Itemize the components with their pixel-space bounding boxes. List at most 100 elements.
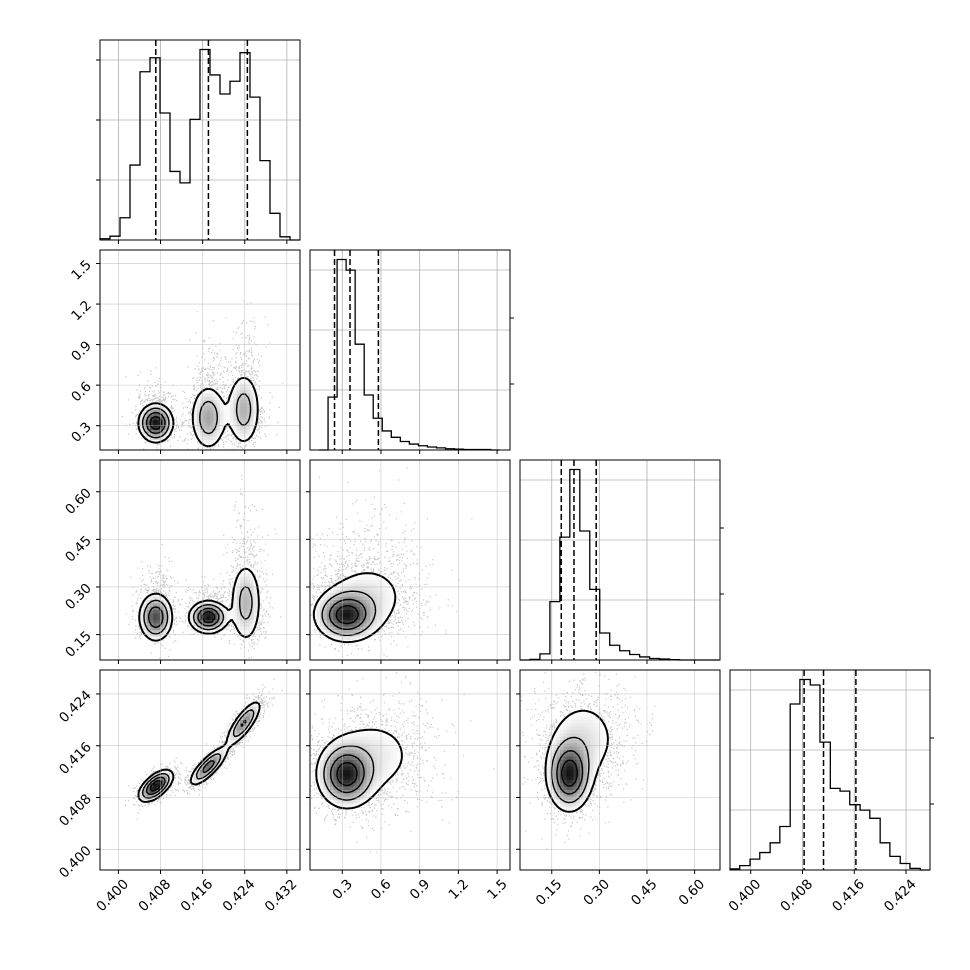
density-cell [156,436,161,441]
density-cell [370,766,374,771]
density-cell [556,730,561,734]
density-cell [593,730,598,734]
density-cell [246,390,251,394]
density-cell [596,753,601,758]
density-cell [576,740,581,744]
density-cell [366,626,371,631]
density-cell [243,396,248,401]
density-cell [553,743,558,748]
density-cell [336,626,341,631]
density-cell [200,766,204,771]
density-cell [393,756,398,761]
density-cell [363,630,368,634]
density-cell [200,423,204,428]
density-cell [233,593,238,598]
density-cell [343,636,348,641]
density-cell [380,586,384,591]
density-cell [203,766,208,771]
density-cell [340,746,344,751]
density-cell [346,796,351,801]
density-cell [346,733,351,738]
density-cell [210,393,214,398]
density-cell [373,773,378,778]
density-cell [243,576,248,581]
density-cell [246,620,251,624]
density-cell [246,426,251,431]
density-cell [190,616,194,621]
density-cell [323,773,328,778]
density-cell [320,773,324,778]
density-cell [193,780,198,784]
density-cell [156,613,161,618]
density-cell [580,713,584,718]
density-cell [386,746,391,751]
density-cell [360,623,364,628]
density-cell [373,756,378,761]
density-cell [243,716,248,721]
density-cell [210,416,214,421]
density-cell [556,796,561,801]
density-cell [233,420,238,424]
density-cell [326,610,331,614]
density-cell [163,406,168,411]
density-cell [350,760,354,764]
hist-panel-1 [309,249,511,451]
density-cell [370,606,374,611]
density-cell [566,720,571,724]
density-cell [373,586,378,591]
density-cell [370,573,374,578]
density-cell [323,766,328,771]
density-cell [546,773,551,778]
density-cell [566,756,571,761]
density-cell [143,426,148,431]
density-cell [143,416,148,421]
density-cell [246,626,251,631]
density-cell [563,803,568,808]
density-cell [250,623,254,628]
density-cell [206,393,211,398]
density-cell [590,776,594,781]
density-cell [233,600,238,604]
density-cell [393,746,398,751]
density-cell [163,776,168,781]
density-cell [340,786,344,791]
density-cell [216,756,221,761]
density-cell [233,586,238,591]
density-cell [156,616,161,621]
density-cell [576,776,581,781]
density-cell [360,583,364,588]
density-cell [560,730,564,734]
density-cell [196,773,201,778]
density-cell [206,420,211,424]
density-cell [376,743,381,748]
density-cell [153,626,158,631]
density-cell [213,760,218,764]
density-cell [336,633,341,638]
density-cell [313,610,318,614]
density-cell [350,776,354,781]
density-cell [316,776,321,781]
density-cell [196,403,201,408]
density-cell [340,763,344,768]
density-cell [230,410,234,414]
density-cell [233,400,238,404]
density-cell [336,623,341,628]
density-cell [330,756,334,761]
density-cell [586,720,591,724]
density-cell [156,633,161,638]
density-cell [596,730,601,734]
density-cell [573,720,578,724]
density-cell [153,603,158,608]
density-cell [210,613,214,618]
density-cell [150,796,154,801]
density-cell [570,740,574,744]
hist-3-x-tick-label: 0.424 [881,876,920,915]
density-cell [146,630,151,634]
density-cell [353,776,358,781]
density-cell [216,750,221,754]
density-cell [200,403,204,408]
density-cell [586,746,591,751]
density-cell [380,770,384,774]
density-cell [583,760,588,764]
density-cell [246,413,251,418]
